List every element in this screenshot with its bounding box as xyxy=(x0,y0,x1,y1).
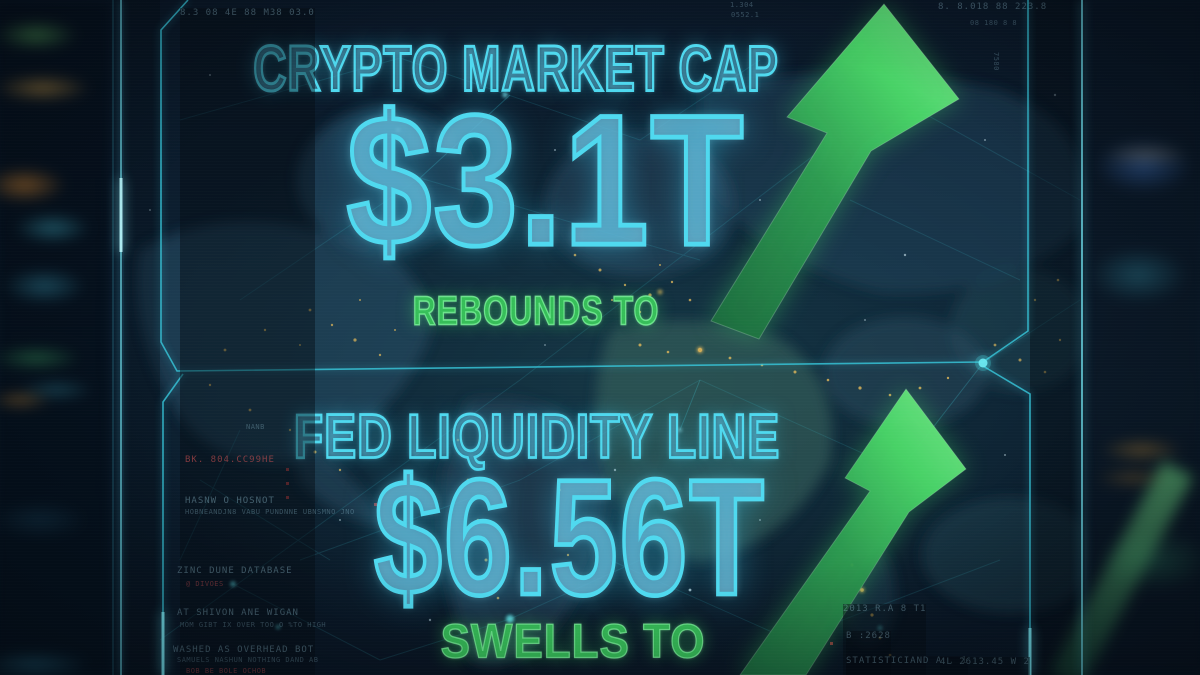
hud-readout: MOM GIBT IX OVER TOO O %TO HIGH xyxy=(180,621,327,629)
market-cap-value: $3.1T xyxy=(345,77,746,285)
hud-readout: 4L 2613.45 W 2 xyxy=(940,657,1030,675)
hud-readout: 1.304 xyxy=(730,1,754,9)
hud-readout: SAMUELS NASHUN NOTHING DAND AB xyxy=(177,656,319,664)
hud-readout: AT SHIVON ANE WIGAN xyxy=(177,608,299,618)
hud-readout: 8. 8.018 88 223.8 xyxy=(938,2,1048,12)
hud-readout: WASHED AS OVERHEAD BOT xyxy=(173,645,315,655)
hud-readout: HOBNEANDJN8 VABU PUNDNNE UBNSMNO JNO xyxy=(185,508,355,516)
hud-readout-alert: BK. 804.CC99HE xyxy=(185,455,275,465)
liquidity-value: $6.56T xyxy=(372,445,766,630)
hud-readout: ZINC DUNE DATABASE xyxy=(177,566,293,576)
hud-readout: 08 180 8 8 xyxy=(970,19,1018,27)
market-cap-subtitle: REBOUNDS TO xyxy=(412,287,660,334)
hud-readout-alert: BOB BE BOLE OCHOB xyxy=(186,667,267,675)
hud-readout-alert: @ DIVOES xyxy=(186,580,224,588)
liquidity-subtitle: SWELLS TO xyxy=(440,614,706,669)
hud-readout: NANB xyxy=(246,423,265,431)
hud-readout: 0552.1 xyxy=(731,11,760,19)
hud-readout: 7580 xyxy=(992,52,1000,71)
hud-readout: HASNW O HOSNOT xyxy=(185,496,275,506)
